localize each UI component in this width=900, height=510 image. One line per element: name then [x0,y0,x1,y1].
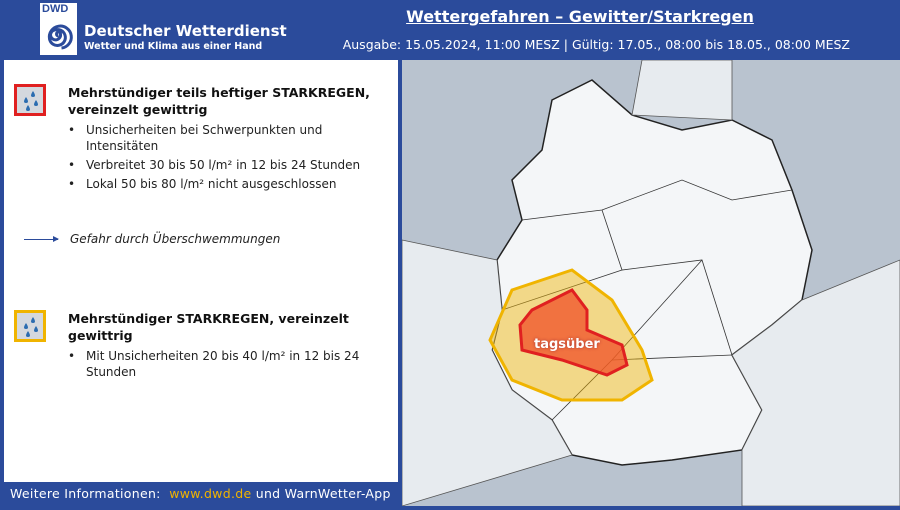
dwd-logo: DWD [40,3,77,55]
footer-link[interactable]: www.dwd.de [169,486,252,501]
rain-drops-icon [14,84,46,116]
bullet: Mit Unsicherheiten 20 bis 40 l/m² in 12 … [68,348,388,380]
spiral-icon [47,24,73,50]
warning-map [401,59,900,507]
map-label: tagsüber [534,337,600,352]
severe-area [518,288,629,377]
bullet: Lokal 50 bis 80 l/m² nicht ausgeschlosse… [68,176,388,192]
bullet: Unsicherheiten bei Schwerpunkten und Int… [68,122,388,154]
rain-drops-icon [14,310,46,342]
org-name: Deutscher Wetterdienst [84,22,287,40]
warning-bullets: Mit Unsicherheiten 20 bis 40 l/m² in 12 … [68,348,388,383]
issue-info: Ausgabe: 15.05.2024, 11:00 MESZ | Gültig… [342,37,850,52]
warning-title: Mehrstündiger teils heftiger STARKREGEN,… [68,85,370,117]
warning-panel: Mehrstündiger teils heftiger STARKREGEN,… [4,60,398,482]
org-slogan: Wetter und Klima aus einer Hand [84,41,263,52]
land-neighbours [401,59,900,507]
warning-title: Mehrstündiger STARKREGEN, vereinzelt gew… [68,311,349,343]
logo-text: DWD [42,3,69,15]
footer-suffix: und WarnWetter-App [255,486,391,501]
footer-prefix: Weitere Informationen: [10,486,161,501]
page-title: Wettergefahren – Gewitter/Starkregen [406,7,754,26]
footer: Weitere Informationen: www.dwd.de und Wa… [10,486,391,501]
warning-bullets: Unsicherheiten bei Schwerpunkten und Int… [68,122,388,195]
header: DWD Deutscher Wetterdienst Wetter und Kl… [0,0,900,58]
arrow-icon [24,236,59,242]
flood-note-text: Gefahr durch Überschwemmungen [70,232,281,246]
bullet: Verbreitet 30 bis 50 l/m² in 12 bis 24 S… [68,157,388,173]
flood-note: Gefahr durch Überschwemmungen [24,232,280,246]
